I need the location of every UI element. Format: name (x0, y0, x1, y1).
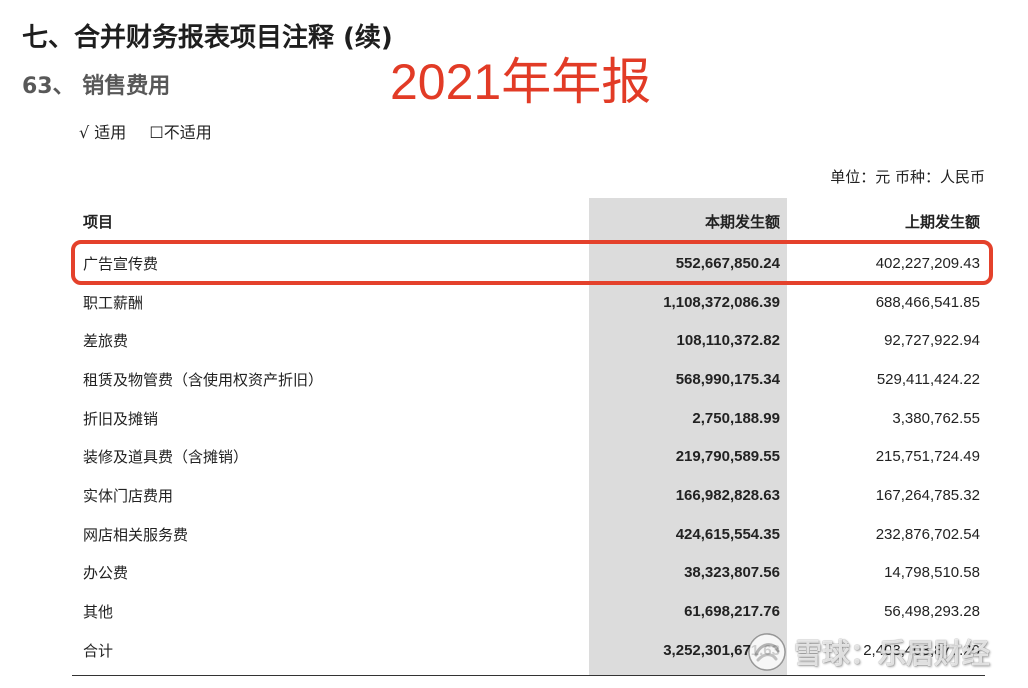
unit-currency-note: 单位：元 币种：人民币 (830, 168, 985, 186)
item-title: 63、 销售费用 (22, 74, 171, 99)
column-header-item: 项目 (83, 212, 114, 231)
row-prior-amount: 402,227,209.43 (875, 254, 980, 272)
row-current-amount: 38,323,807.56 (684, 564, 780, 582)
table-row: 其他 61,698,217.76 56,498,293.28 (72, 592, 985, 631)
table-row: 实体门店费用 166,982,828.63 167,264,785.32 (72, 476, 985, 515)
sales-expense-table: 项目 本期发生额 上期发生额 广告宣传费 552,667,850.24 402,22… (72, 198, 985, 670)
row-current-amount: 568,990,175.34 (675, 370, 780, 388)
table-bottom-rule (72, 675, 985, 676)
row-current-amount: 219,790,589.55 (675, 448, 780, 466)
row-current-amount: 424,615,554.35 (675, 525, 780, 543)
section-title: 七、合并财务报表项目注释 (续) (22, 23, 393, 53)
row-prior-amount: 2,403,403,877.20 (863, 641, 980, 659)
row-item-name: 职工薪酬 (83, 293, 144, 312)
row-item-name: 租赁及物管费（含使用权资产折旧） (83, 370, 324, 389)
row-current-amount: 108,110,372.82 (676, 332, 780, 350)
column-header-current: 本期发生额 (704, 212, 780, 231)
applicable-mark: √ 适用 (79, 123, 127, 142)
highlight-box (71, 240, 993, 285)
row-prior-amount: 92,727,922.94 (884, 332, 980, 350)
row-item-name: 折旧及摊销 (83, 409, 159, 428)
row-item-name: 办公费 (83, 564, 129, 583)
not-applicable-mark: ☐不适用 (149, 123, 212, 142)
row-item-name: 广告宣传费 (83, 254, 159, 273)
row-current-amount: 3,252,301,671.63 (663, 641, 780, 659)
table-body: 广告宣传费 552,667,850.24 402,227,209.43 职工薪酬 1,1… (72, 244, 985, 670)
row-prior-amount: 215,751,724.49 (875, 448, 980, 466)
row-prior-amount: 3,380,762.55 (892, 409, 980, 427)
table-row: 办公费 38,323,807.56 14,798,510.58 (72, 554, 985, 593)
row-prior-amount: 688,466,541.85 (875, 293, 980, 311)
table-row: 折旧及摊销 2,750,188.99 3,380,762.55 (72, 399, 985, 438)
total-row: 合计 3,252,301,671.63 2,403,403,877.20 (72, 631, 985, 670)
row-current-amount: 552,667,850.24 (675, 254, 780, 272)
row-prior-amount: 14,798,510.58 (884, 564, 980, 582)
row-prior-amount: 232,876,702.54 (875, 525, 980, 543)
row-current-amount: 61,698,217.76 (684, 603, 780, 621)
row-prior-amount: 529,411,424.22 (876, 370, 980, 388)
row-prior-amount: 56,498,293.28 (884, 603, 980, 621)
table-row: 广告宣传费 552,667,850.24 402,227,209.43 (72, 244, 985, 283)
report-year-annotation: 2021年年报 (390, 54, 652, 110)
applicability-line: √ 适用 ☐不适用 (79, 119, 212, 143)
current-period-column-shade (589, 198, 787, 675)
row-current-amount: 1,108,372,086.39 (663, 293, 780, 311)
row-item-name: 实体门店费用 (83, 486, 174, 505)
row-item-name: 合计 (83, 641, 114, 660)
row-item-name: 其他 (83, 603, 114, 622)
table-row: 装修及道具费（含摊销） 219,790,589.55 215,751,724.49 (72, 437, 985, 476)
table-row: 差旅费 108,110,372.82 92,727,922.94 (72, 321, 985, 360)
row-current-amount: 166,982,828.63 (675, 486, 780, 504)
row-current-amount: 2,750,188.99 (692, 409, 780, 427)
table-row: 职工薪酬 1,108,372,086.39 688,466,541.85 (72, 283, 985, 322)
row-item-name: 装修及道具费（含摊销） (83, 448, 249, 467)
table-row: 网店相关服务费 424,615,554.35 232,876,702.54 (72, 515, 985, 554)
column-header-prior: 上期发生额 (904, 212, 980, 231)
table-header-row: 项目 本期发生额 上期发生额 (72, 198, 985, 244)
row-prior-amount: 167,264,785.32 (875, 486, 980, 504)
row-item-name: 差旅费 (83, 332, 129, 351)
row-item-name: 网店相关服务费 (83, 525, 189, 544)
table-row: 租赁及物管费（含使用权资产折旧） 568,990,175.34 529,411,42… (72, 360, 985, 399)
